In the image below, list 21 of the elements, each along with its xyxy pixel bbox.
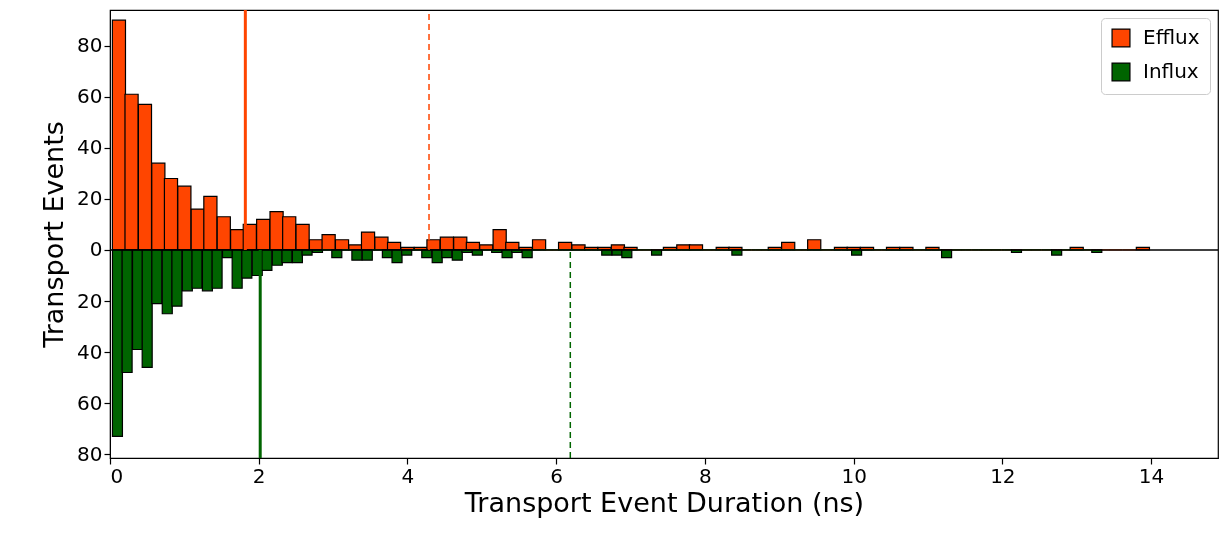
y-tick-label: 20 xyxy=(77,288,103,313)
y-tick-label: 60 xyxy=(77,390,103,415)
y-tick-label: 80 xyxy=(77,33,103,58)
y-tick-label: 0 xyxy=(89,237,103,262)
y-axis-title: Transport Events xyxy=(38,121,70,349)
y-tick-label: 20 xyxy=(77,186,103,211)
x-tick-label: 4 xyxy=(401,463,415,488)
legend-label: Influx xyxy=(1143,59,1199,83)
x-tick-label: 2 xyxy=(252,463,266,488)
x-tick-label: 0 xyxy=(110,463,124,488)
x-tick-label: 6 xyxy=(550,463,564,488)
legend-label: Efflux xyxy=(1143,25,1200,49)
y-tick-label: 40 xyxy=(77,135,103,160)
y-tick-label: 40 xyxy=(77,339,103,364)
x-axis-title: Transport Event Duration (ns) xyxy=(463,486,865,518)
x-tick-label: 8 xyxy=(699,463,712,488)
y-tick-label: 60 xyxy=(77,84,103,109)
x-tick-label: 10 xyxy=(841,463,867,488)
y-tick-label: 80 xyxy=(77,441,103,466)
x-tick-label: 14 xyxy=(1138,463,1165,488)
x-tick-label: 12 xyxy=(990,463,1016,488)
